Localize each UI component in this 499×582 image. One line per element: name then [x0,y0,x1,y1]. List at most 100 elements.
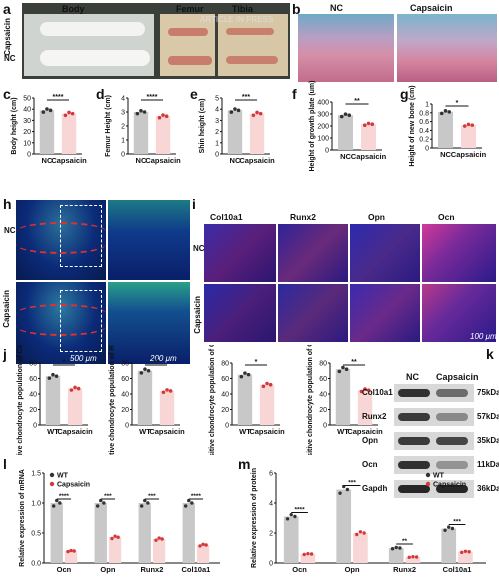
l-bar-2-0 [138,503,151,563]
c-ytick-label-0: 0 [27,152,31,159]
histology-nc [298,14,394,82]
m-point-1-1-0 [355,532,359,537]
l-sig-label-3: **** [191,493,202,500]
j3-point-0-0 [239,374,244,379]
panel-label-e: e [190,86,198,102]
m-point-1-0-2 [345,487,350,492]
m-point-2-1-0 [407,555,411,559]
j3-point-1-1 [265,381,269,386]
blot-band-col10a1-1 [436,389,468,397]
f-point-0-0 [339,114,344,119]
c-point-0-0 [41,110,46,114]
panel-label-m: m [238,456,251,472]
m-ytick-label-3: 6 [269,471,273,478]
l-legend-marker-1 [49,481,55,487]
m-xtick-label-2: Runx2 [393,565,416,574]
j4-ytick-label-4: 80 [319,361,327,368]
femur-board [160,14,215,76]
c-ytick-label-1: 10 [23,140,31,147]
l-bar-2-1 [152,539,166,563]
tibia-nc [226,56,278,64]
m-point-0-0-2 [293,514,297,519]
h-cap-zoom-box [60,290,102,352]
c-xtick-label-0: NC [42,156,53,165]
e-ytick-label-1: 1 [215,140,219,147]
j3-ytick-label-1: 20 [221,407,229,414]
j1-point-0-1 [51,372,55,377]
j2-point-0-1 [143,367,147,371]
panel-a-header-femur: Femur [176,4,204,14]
j1-point-1-1 [73,385,77,390]
panel-h-row-nc: NC [4,226,16,235]
c-ylabel: Body height (cm) [11,97,18,154]
panel-label-a: a [3,1,11,17]
l-bar-1-0 [94,503,107,563]
h-cap-growthplate [16,304,106,336]
e-xtick-label-0: NC [230,156,241,165]
l-point-0-0-0 [51,504,56,508]
blot-band-gapdh-0 [398,485,430,493]
blot-label-ocn: Ocn [362,460,378,469]
h-cap-zoom [108,282,190,364]
d-ytick-label-4: 4 [121,96,125,103]
m-point-3-1-0 [460,550,464,555]
f-ytick-label-0: 0 [325,148,329,155]
blot-strip-runx2 [394,408,474,426]
i-cap-opn [350,284,420,342]
j1-ytick-label-1: 20 [29,407,37,414]
e-point-1-2 [258,111,263,116]
l-point-2-0-0 [139,504,144,508]
g-point-1-2 [470,123,475,127]
j4-ytick-label-0: 0 [323,423,327,430]
j4-xtick-label-1: Capsaicin [347,427,383,436]
l-point-1-1-2 [116,535,120,539]
blot-label-runx2: Runx2 [362,412,387,421]
d-bar-1 [155,116,171,154]
l-bar-3-1 [196,545,210,563]
blot-kda-gapdh: 36kDa [477,484,499,493]
j3-bar-0 [237,374,253,425]
j4-ytick-label-2: 40 [319,392,327,399]
j2-ytick-label-3: 60 [121,376,129,383]
blot-band-ocn-1 [436,461,468,469]
m-point-1-0-0 [338,491,342,495]
panel-label-f: f [292,86,297,102]
l-point-1-1-1 [113,534,117,538]
l-sig-label-1: *** [104,493,112,500]
panel-label-b: b [292,1,301,17]
c-bar-0 [39,110,55,154]
m-point-3-1-2 [467,550,471,554]
blot-kda-ocn: 11kDa [477,460,499,469]
panel-b-col-capsaicin: Capsaicin [410,3,453,13]
blot-label-col10a1: Col10a1 [362,388,393,397]
g-ytick-label-0: 0 [425,146,429,153]
j1-bar-1 [67,388,83,425]
m-ytick-label-1: 2 [269,531,273,538]
panel-i-col-opn: Opn [368,212,385,222]
d-xtick-label-1: Capsaicin [145,156,181,165]
d-point-1-2 [164,114,169,118]
blot-strip-col10a1 [394,384,474,402]
panel-label-j: j [3,346,7,362]
d-ytick-label-1: 1 [121,138,125,145]
j3-bar-1 [259,384,275,425]
c-ytick-label-5: 50 [23,96,31,103]
e-xtick-label-1: Capsaicin [239,156,275,165]
panel-i-col-runx2: Runx2 [290,212,316,222]
m-point-0-1-0 [302,552,306,557]
l-legend-label-1: Capsaicin [57,482,90,489]
l-point-2-1-1 [157,536,161,540]
blot-strip-opn [394,432,474,450]
l-point-1-1-0 [110,536,114,541]
j3-ytick-label-3: 60 [221,376,229,383]
panel-label-i: i [192,196,196,212]
c-ytick-label-3: 30 [23,118,31,125]
g-sig-label: * [456,100,459,107]
l-point-0-1-0 [66,549,70,554]
m-ytick-label-2: 4 [269,501,273,508]
i-cap-runx2 [278,284,348,342]
blot-strip-ocn [394,456,474,474]
g-ylabel: Height of new bone (cm) [409,85,416,166]
